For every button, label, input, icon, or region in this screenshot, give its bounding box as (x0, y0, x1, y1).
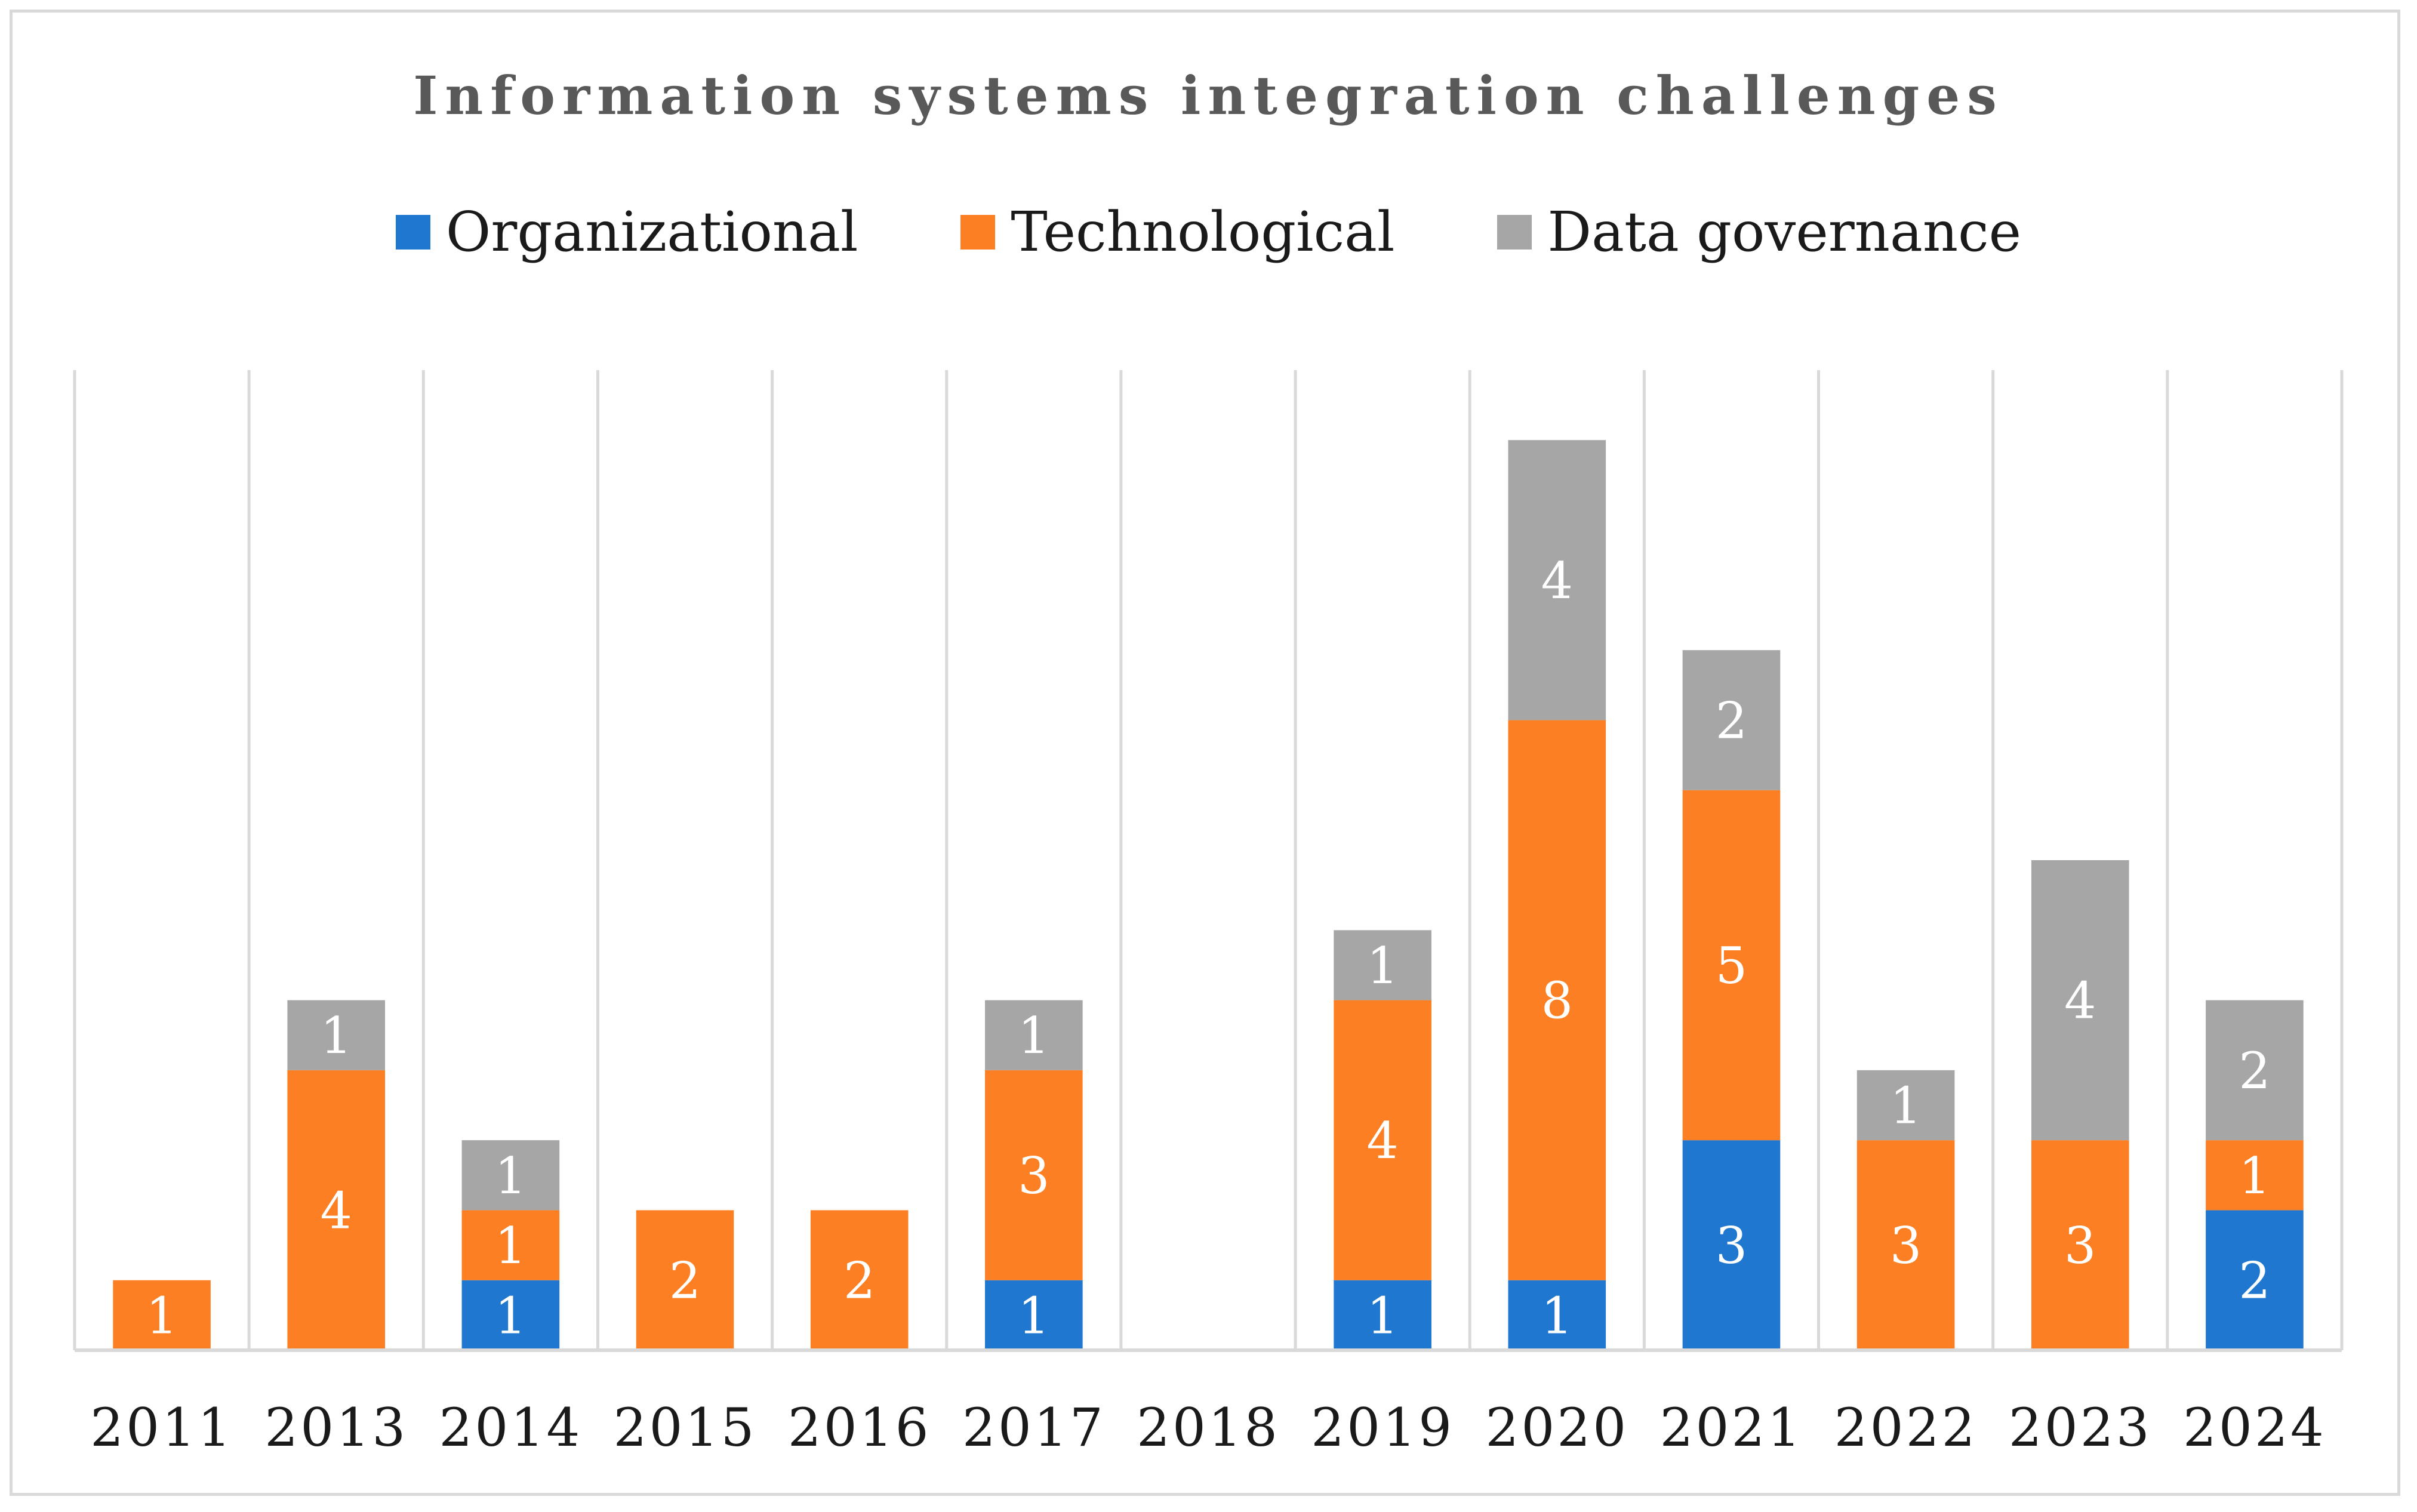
bar-technological-2020 (1508, 720, 1606, 1280)
data-label-data-governance-2020: 4 (1541, 552, 1573, 610)
legend-swatch-organizational (395, 214, 430, 250)
x-tick-label-2023: 2023 (2009, 1397, 2152, 1458)
data-label-technological-2016: 2 (843, 1252, 875, 1310)
bar-technological-2023 (2031, 1140, 2129, 1350)
data-label-technological-2024: 1 (2239, 1147, 2270, 1205)
bar-data-governance-2014 (461, 1140, 560, 1211)
bar-technological-2017 (985, 1070, 1083, 1280)
bar-data-governance-2020 (1508, 440, 1606, 720)
bar-data-governance-2023 (2031, 860, 2129, 1141)
data-label-technological-2022: 3 (1890, 1217, 1922, 1275)
x-tick-label-2020: 2020 (1485, 1397, 1628, 1458)
data-label-data-governance-2014: 1 (495, 1147, 526, 1205)
bar-technological-2016 (810, 1210, 909, 1350)
bar-organizational-2019 (1334, 1280, 1431, 1350)
legend: Organizational Technological Data govern… (0, 200, 2417, 264)
bar-technological-2019 (1334, 1000, 1431, 1280)
bar-organizational-2021 (1682, 1140, 1781, 1350)
x-tick-label-2018: 2018 (1137, 1397, 1280, 1458)
data-label-technological-2015: 2 (669, 1252, 701, 1310)
bar-technological-2011 (113, 1280, 211, 1350)
data-label-technological-2021: 5 (1716, 937, 1747, 995)
data-label-data-governance-2024: 2 (2239, 1042, 2270, 1100)
bar-organizational-2017 (985, 1280, 1083, 1350)
data-label-data-governance-2023: 4 (2064, 972, 2096, 1030)
bar-technological-2024 (2206, 1140, 2304, 1211)
legend-swatch-data-governance (1497, 214, 1532, 250)
legend-label-data-governance: Data governance (1547, 200, 2022, 264)
data-label-technological-2011: 1 (146, 1286, 177, 1345)
bar-technological-2014 (461, 1210, 560, 1280)
data-label-technological-2019: 4 (1366, 1111, 1398, 1170)
x-tick-label-2019: 2019 (1311, 1397, 1454, 1458)
data-label-technological-2023: 3 (2064, 1217, 2096, 1275)
x-tick-label-2015: 2015 (614, 1397, 757, 1458)
legend-item-data-governance: Data governance (1497, 200, 2021, 264)
data-label-data-governance-2019: 1 (1366, 937, 1398, 995)
legend-item-organizational: Organizational (395, 200, 858, 264)
data-label-data-governance-2017: 1 (1018, 1006, 1049, 1065)
data-label-organizational-2017: 1 (1018, 1286, 1049, 1345)
bar-data-governance-2021 (1682, 650, 1781, 790)
legend-swatch-technological (960, 214, 996, 250)
data-label-technological-2013: 4 (321, 1181, 352, 1240)
x-tick-label-2016: 2016 (788, 1397, 931, 1458)
data-label-organizational-2014: 1 (495, 1286, 526, 1345)
bar-data-governance-2017 (985, 1000, 1083, 1070)
x-tick-label-2024: 2024 (2183, 1397, 2326, 1458)
bar-organizational-2024 (2206, 1210, 2304, 1350)
data-label-technological-2017: 3 (1018, 1147, 1049, 1205)
bar-data-governance-2024 (2206, 1000, 2304, 1141)
bar-organizational-2014 (461, 1280, 560, 1350)
bar-technological-2013 (287, 1070, 386, 1350)
bar-data-governance-2019 (1334, 930, 1431, 1000)
data-label-data-governance-2021: 2 (1716, 691, 1747, 750)
bar-organizational-2020 (1508, 1280, 1606, 1350)
x-tick-label-2021: 2021 (1659, 1397, 1803, 1458)
data-label-organizational-2021: 3 (1716, 1217, 1747, 1275)
x-tick-label-2011: 2011 (90, 1397, 233, 1458)
data-label-organizational-2019: 1 (1366, 1286, 1398, 1345)
chart-title: Information systems integration challeng… (413, 64, 2004, 127)
chart-frame (10, 10, 2400, 1496)
data-label-technological-2020: 8 (1541, 972, 1573, 1030)
data-label-technological-2014: 1 (495, 1217, 526, 1275)
legend-label-organizational: Organizational (445, 200, 858, 264)
bar-data-governance-2022 (1856, 1070, 1955, 1141)
x-tick-label-2022: 2022 (1834, 1397, 1978, 1458)
legend-label-technological: Technological (1011, 200, 1395, 264)
x-tick-label-2014: 2014 (439, 1397, 582, 1458)
x-tick-label-2013: 2013 (264, 1397, 408, 1458)
bar-technological-2021 (1682, 790, 1781, 1141)
data-label-data-governance-2013: 1 (321, 1006, 352, 1065)
data-label-organizational-2024: 2 (2239, 1252, 2270, 1310)
x-tick-label-2017: 2017 (962, 1397, 1106, 1458)
data-label-organizational-2020: 1 (1541, 1286, 1573, 1345)
data-label-data-governance-2022: 1 (1890, 1077, 1922, 1135)
bar-data-governance-2013 (287, 1000, 386, 1070)
bar-technological-2015 (636, 1210, 734, 1350)
legend-item-technological: Technological (960, 200, 1394, 264)
bar-technological-2022 (1856, 1140, 1955, 1350)
